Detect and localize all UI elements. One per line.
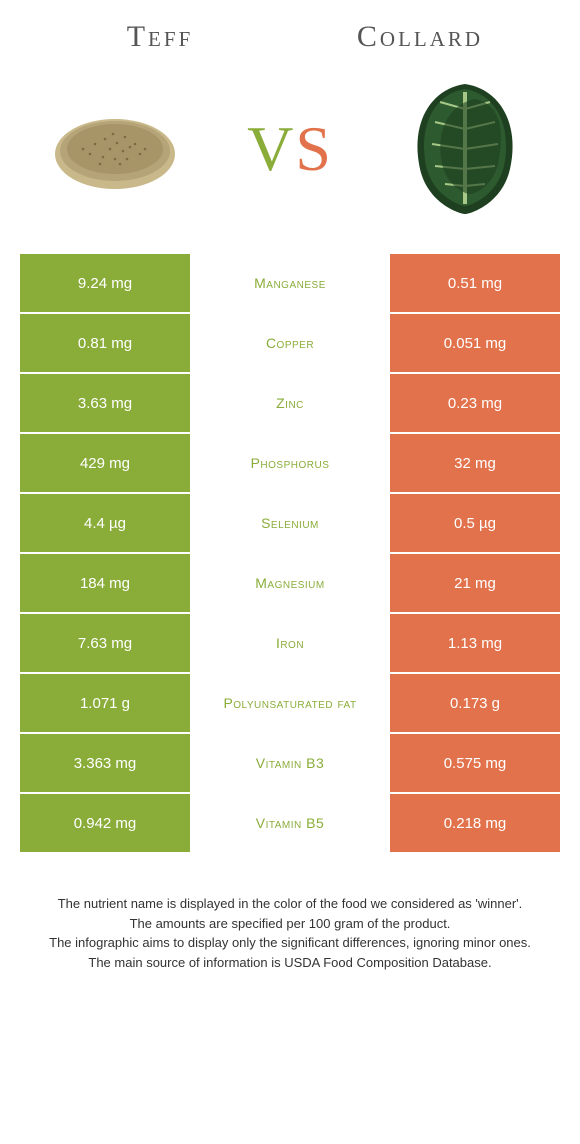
nutrient-label: Manganese bbox=[190, 254, 390, 312]
table-row: 9.24 mgManganese0.51 mg bbox=[20, 254, 560, 312]
food-right-title: Collard bbox=[290, 20, 550, 54]
table-row: 4.4 µgSelenium0.5 µg bbox=[20, 494, 560, 552]
table-row: 429 mgPhosphorus32 mg bbox=[20, 434, 560, 492]
value-right: 0.5 µg bbox=[390, 494, 560, 552]
table-row: 1.071 gPolyunsaturated fat0.173 g bbox=[20, 674, 560, 732]
comparison-table: 9.24 mgManganese0.51 mg0.81 mgCopper0.05… bbox=[0, 254, 580, 852]
value-right: 1.13 mg bbox=[390, 614, 560, 672]
nutrient-label: Polyunsaturated fat bbox=[190, 674, 390, 732]
footer-line-3: The infographic aims to display only the… bbox=[30, 933, 550, 953]
value-left: 0.81 mg bbox=[20, 314, 190, 372]
collard-icon bbox=[390, 74, 540, 224]
teff-icon bbox=[45, 99, 185, 199]
nutrient-label: Phosphorus bbox=[190, 434, 390, 492]
value-right: 32 mg bbox=[390, 434, 560, 492]
footer-line-4: The main source of information is USDA F… bbox=[30, 953, 550, 973]
nutrient-label: Magnesium bbox=[190, 554, 390, 612]
value-right: 0.173 g bbox=[390, 674, 560, 732]
value-left: 184 mg bbox=[20, 554, 190, 612]
table-row: 184 mgMagnesium21 mg bbox=[20, 554, 560, 612]
value-right: 0.23 mg bbox=[390, 374, 560, 432]
value-left: 0.942 mg bbox=[20, 794, 190, 852]
value-left: 3.363 mg bbox=[20, 734, 190, 792]
value-left: 4.4 µg bbox=[20, 494, 190, 552]
value-right: 0.51 mg bbox=[390, 254, 560, 312]
food-left-title: Teff bbox=[30, 20, 290, 54]
value-left: 9.24 mg bbox=[20, 254, 190, 312]
collard-image bbox=[390, 74, 540, 224]
table-row: 7.63 mgIron1.13 mg bbox=[20, 614, 560, 672]
value-right: 0.575 mg bbox=[390, 734, 560, 792]
table-row: 3.63 mgZinc0.23 mg bbox=[20, 374, 560, 432]
footer-notes: The nutrient name is displayed in the co… bbox=[0, 854, 580, 972]
vs-label: VS bbox=[247, 112, 333, 186]
nutrient-label: Zinc bbox=[190, 374, 390, 432]
table-row: 0.942 mgVitamin B50.218 mg bbox=[20, 794, 560, 852]
footer-line-1: The nutrient name is displayed in the co… bbox=[30, 894, 550, 914]
nutrient-label: Vitamin B5 bbox=[190, 794, 390, 852]
value-left: 1.071 g bbox=[20, 674, 190, 732]
value-left: 7.63 mg bbox=[20, 614, 190, 672]
teff-image bbox=[40, 74, 190, 224]
image-row: VS bbox=[0, 64, 580, 254]
value-left: 3.63 mg bbox=[20, 374, 190, 432]
value-right: 0.218 mg bbox=[390, 794, 560, 852]
vs-s: S bbox=[295, 113, 333, 184]
value-right: 0.051 mg bbox=[390, 314, 560, 372]
table-row: 0.81 mgCopper0.051 mg bbox=[20, 314, 560, 372]
value-left: 429 mg bbox=[20, 434, 190, 492]
table-row: 3.363 mgVitamin B30.575 mg bbox=[20, 734, 560, 792]
nutrient-label: Vitamin B3 bbox=[190, 734, 390, 792]
vs-v: V bbox=[247, 113, 295, 184]
footer-line-2: The amounts are specified per 100 gram o… bbox=[30, 914, 550, 934]
nutrient-label: Selenium bbox=[190, 494, 390, 552]
header-row: Teff Collard bbox=[0, 0, 580, 64]
value-right: 21 mg bbox=[390, 554, 560, 612]
nutrient-label: Iron bbox=[190, 614, 390, 672]
nutrient-label: Copper bbox=[190, 314, 390, 372]
